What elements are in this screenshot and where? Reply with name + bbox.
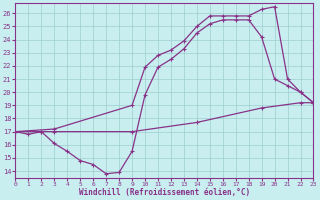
X-axis label: Windchill (Refroidissement éolien,°C): Windchill (Refroidissement éolien,°C) <box>79 188 250 197</box>
